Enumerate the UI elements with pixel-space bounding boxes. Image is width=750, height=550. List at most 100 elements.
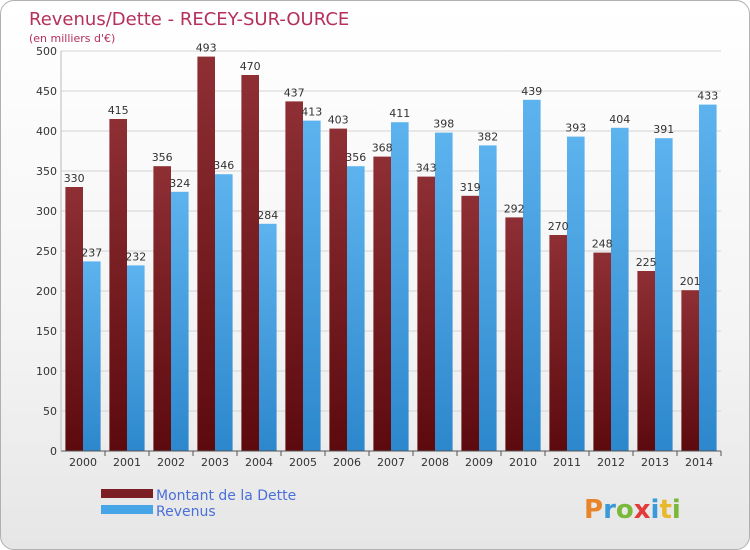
label-dette-2004: 470 <box>240 60 261 73</box>
y-axis-ticks: 0 50 100 150 200 250 300 350 400 450 500 <box>36 45 57 458</box>
x-tick-label-2001: 2001 <box>113 456 141 469</box>
x-tick-label-2004: 2004 <box>245 456 273 469</box>
bar-revenus-2010 <box>523 99 541 452</box>
bars <box>65 56 717 452</box>
y-tick-label: 450 <box>36 85 57 98</box>
bar-dette-2013 <box>637 271 655 451</box>
y-tick-label: 150 <box>36 325 57 338</box>
label-revenus-2014: 433 <box>697 90 718 103</box>
bar-revenus-2011 <box>567 136 585 451</box>
legend-swatch-dette <box>101 489 153 498</box>
x-tick-label-2013: 2013 <box>641 456 669 469</box>
label-dette-2011: 270 <box>548 220 569 233</box>
x-tick-label-2011: 2011 <box>553 456 581 469</box>
bar-revenus-2008 <box>435 132 453 451</box>
label-revenus-2011: 393 <box>565 122 586 135</box>
bar-revenus-2012 <box>611 127 629 452</box>
label-revenus-2012: 404 <box>609 113 630 126</box>
x-tick-label-2005: 2005 <box>289 456 317 469</box>
bar-dette-2003 <box>197 56 215 451</box>
svg-text:Proxiti: Proxiti <box>584 495 681 525</box>
bar-dette-2012 <box>593 252 611 451</box>
label-revenus-2006: 356 <box>345 151 366 164</box>
label-dette-2001: 415 <box>108 104 129 117</box>
x-tick-label-2007: 2007 <box>377 456 405 469</box>
x-tick-label-2010: 2010 <box>509 456 537 469</box>
x-tick-label-2012: 2012 <box>597 456 625 469</box>
legend-label-dette: Montant de la Dette <box>156 488 296 504</box>
bar-revenus-2006 <box>347 166 365 451</box>
label-revenus-2000: 237 <box>81 246 102 259</box>
x-axis-ticks: 2000 2001 2002 2003 2004 2005 2006 2007 2008 2009… <box>69 451 722 469</box>
bar-dette-2004 <box>241 75 259 451</box>
x-tick-label-2000: 2000 <box>69 456 97 469</box>
proxiti-logo: Proxiti <box>584 495 681 525</box>
y-tick-label: 350 <box>36 165 57 178</box>
chart-subtitle: (en milliers d'€) <box>29 32 115 45</box>
y-tick-label: 0 <box>50 445 57 458</box>
chart-title: Revenus/Dette - RECEY-SUR-OURCE <box>29 9 349 30</box>
bar-dette-2014 <box>681 290 699 451</box>
x-tick-label-2008: 2008 <box>421 456 449 469</box>
label-dette-2012: 248 <box>592 238 613 251</box>
label-revenus-2004: 284 <box>257 209 278 222</box>
bar-revenus-2014 <box>699 104 717 451</box>
bar-revenus-2009 <box>479 145 497 451</box>
label-revenus-2007: 411 <box>389 107 410 120</box>
bar-dette-2011 <box>549 235 567 451</box>
label-dette-2009: 319 <box>460 181 481 194</box>
bar-revenus-2000 <box>83 261 101 451</box>
bar-revenus-2004 <box>259 223 277 451</box>
bar-revenus-2002 <box>171 191 189 452</box>
x-tick-label-2009: 2009 <box>465 456 493 469</box>
label-revenus-2005: 413 <box>301 106 322 119</box>
label-revenus-2010: 439 <box>521 85 542 98</box>
label-revenus-2008: 398 <box>433 118 454 131</box>
x-tick-label-2002: 2002 <box>157 456 185 469</box>
legend-swatch-revenus <box>101 505 153 514</box>
label-dette-2003: 493 <box>196 42 217 55</box>
label-dette-2002: 356 <box>152 151 173 164</box>
label-dette-2013: 225 <box>636 256 657 269</box>
bar-dette-2008 <box>417 176 435 451</box>
y-tick-label: 300 <box>36 205 57 218</box>
bar-revenus-2003 <box>215 174 233 451</box>
bar-dette-2001 <box>109 119 127 451</box>
label-dette-2005: 437 <box>284 86 305 99</box>
label-revenus-2013: 391 <box>653 123 674 136</box>
x-tick-label-2006: 2006 <box>333 456 361 469</box>
x-tick-label-2003: 2003 <box>201 456 229 469</box>
y-tick-label: 200 <box>36 285 57 298</box>
value-labels: 330 237 415 232 356 324 493 346 470 284 437 413 403 3… <box>64 42 719 289</box>
label-revenus-2009: 382 <box>477 130 498 143</box>
label-dette-2007: 368 <box>372 142 393 155</box>
legend: Montant de la Dette Revenus <box>101 488 296 520</box>
x-tick-label-2014: 2014 <box>685 456 713 469</box>
bar-dette-2010 <box>505 217 523 451</box>
label-revenus-2003: 346 <box>213 159 234 172</box>
y-tick-label: 100 <box>36 365 57 378</box>
bar-revenus-2007 <box>391 122 409 451</box>
label-revenus-2001: 232 <box>125 250 146 263</box>
label-dette-2000: 330 <box>64 172 85 185</box>
bar-dette-2009 <box>461 195 479 451</box>
y-tick-label: 50 <box>43 405 57 418</box>
bar-dette-2007 <box>373 156 391 451</box>
bar-revenus-2001 <box>127 265 145 451</box>
bar-revenus-2005 <box>303 120 321 451</box>
bar-revenus-2013 <box>655 138 673 451</box>
bar-dette-2000 <box>65 187 83 451</box>
bar-dette-2005 <box>285 101 303 452</box>
bar-dette-2006 <box>329 128 347 451</box>
label-dette-2014: 201 <box>680 275 701 288</box>
bar-dette-2002 <box>153 166 171 451</box>
label-dette-2010: 292 <box>504 202 525 215</box>
label-revenus-2002: 324 <box>169 177 190 190</box>
y-tick-label: 400 <box>36 125 57 138</box>
y-tick-label: 500 <box>36 45 57 58</box>
legend-label-revenus: Revenus <box>156 504 216 520</box>
label-dette-2008: 343 <box>416 162 437 175</box>
label-dette-2006: 403 <box>328 114 349 127</box>
